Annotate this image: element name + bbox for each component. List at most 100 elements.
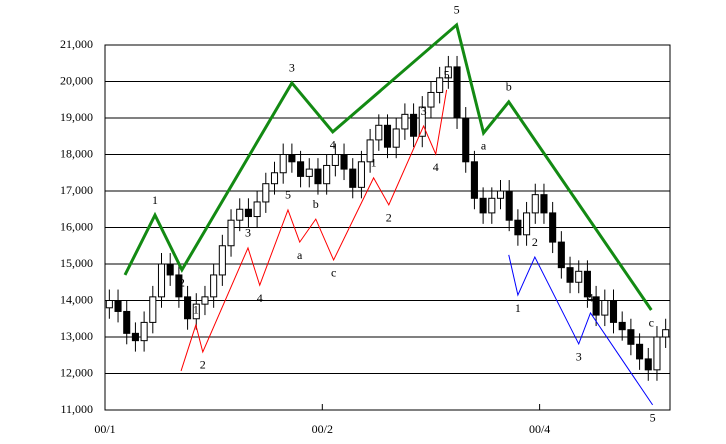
candle (618, 311, 626, 341)
candle-body (470, 161, 478, 199)
candle (609, 289, 618, 334)
wave-label: 3 (576, 350, 582, 364)
candle (453, 55, 461, 129)
wave-label: 1 (193, 303, 199, 317)
candle (323, 154, 331, 195)
y-tick-label: 18,000 (60, 146, 93, 160)
candle (636, 333, 644, 370)
candle-body (531, 194, 539, 214)
candle-body (157, 263, 166, 298)
candle (627, 318, 635, 356)
wave-line (508, 254, 654, 406)
candle-body (123, 310, 131, 334)
wave-label: 3 (289, 61, 295, 75)
candle-body (566, 267, 574, 283)
candle-body (488, 197, 496, 214)
candle (505, 180, 513, 232)
y-tick-label: 13,000 (60, 329, 93, 343)
candle-body (131, 332, 139, 342)
candle (175, 264, 183, 308)
wave-line (180, 89, 448, 372)
candle-body (644, 358, 652, 371)
candle-body (297, 161, 305, 177)
candle-body (444, 66, 452, 79)
candle (392, 118, 400, 159)
candle-body (366, 139, 374, 163)
candle (436, 66, 444, 104)
candle-body (340, 154, 348, 170)
candle (149, 285, 157, 334)
candle (210, 264, 218, 308)
candle-body (323, 164, 331, 185)
candle (462, 107, 470, 173)
candle-body (210, 274, 218, 298)
candle (236, 198, 244, 232)
candle-body (401, 113, 409, 130)
wave-label: c (331, 266, 336, 280)
candle-body (496, 190, 505, 199)
wave-label: a (297, 248, 303, 262)
wave-label: a (481, 139, 487, 153)
candle (279, 143, 287, 184)
candle (262, 172, 270, 213)
candle (575, 260, 583, 294)
candle (470, 150, 478, 210)
candle-body (479, 197, 487, 214)
candle (253, 191, 261, 228)
candle-body (166, 263, 174, 276)
candle (549, 201, 557, 254)
candle-body (418, 106, 426, 137)
candle (479, 187, 487, 224)
wave-label: b (506, 80, 512, 94)
candle (114, 289, 122, 323)
wave-label: c (649, 316, 654, 330)
wave-label: 3 (421, 104, 427, 118)
candle-body (662, 329, 670, 338)
candle-body (253, 201, 261, 218)
wave-label: 1 (152, 193, 158, 207)
candle-body (609, 300, 618, 323)
candle-body (149, 296, 157, 323)
candle (166, 253, 174, 286)
candle-body (601, 300, 609, 316)
candle (131, 322, 139, 352)
candle (218, 234, 226, 286)
candle-body (383, 124, 392, 148)
candle-body (357, 161, 365, 188)
candle-body (349, 168, 357, 188)
candle (340, 143, 348, 181)
candle (601, 289, 609, 327)
candle-body (227, 219, 235, 247)
candle (331, 143, 339, 177)
candle-body (583, 270, 591, 298)
y-tick-label: 16,000 (60, 219, 93, 233)
candle-body (331, 154, 339, 166)
candle (270, 161, 279, 195)
candle-body (618, 321, 626, 331)
candle (557, 231, 565, 279)
candle (444, 55, 452, 89)
y-tick-label: 12,000 (60, 365, 93, 379)
plot-frame (104, 44, 671, 411)
candle-body (105, 300, 113, 309)
candle-body (201, 296, 209, 305)
candle-body (557, 241, 565, 269)
candle-body (175, 274, 183, 298)
wave-label: 5 (285, 188, 291, 202)
candle-body (653, 336, 661, 371)
wave-label: 1 (371, 156, 377, 170)
candle (375, 114, 383, 151)
candle-body (184, 296, 192, 320)
candle (105, 289, 113, 319)
candle (314, 158, 322, 195)
candle-body (636, 343, 644, 360)
wave-label: 1 (515, 301, 521, 315)
candle (418, 96, 426, 148)
candle-body (627, 329, 635, 345)
y-tick-label: 11,000 (60, 402, 93, 416)
candle-body (592, 296, 600, 316)
x-tick-label: 00/4 (529, 422, 550, 436)
candle-body (236, 208, 244, 221)
